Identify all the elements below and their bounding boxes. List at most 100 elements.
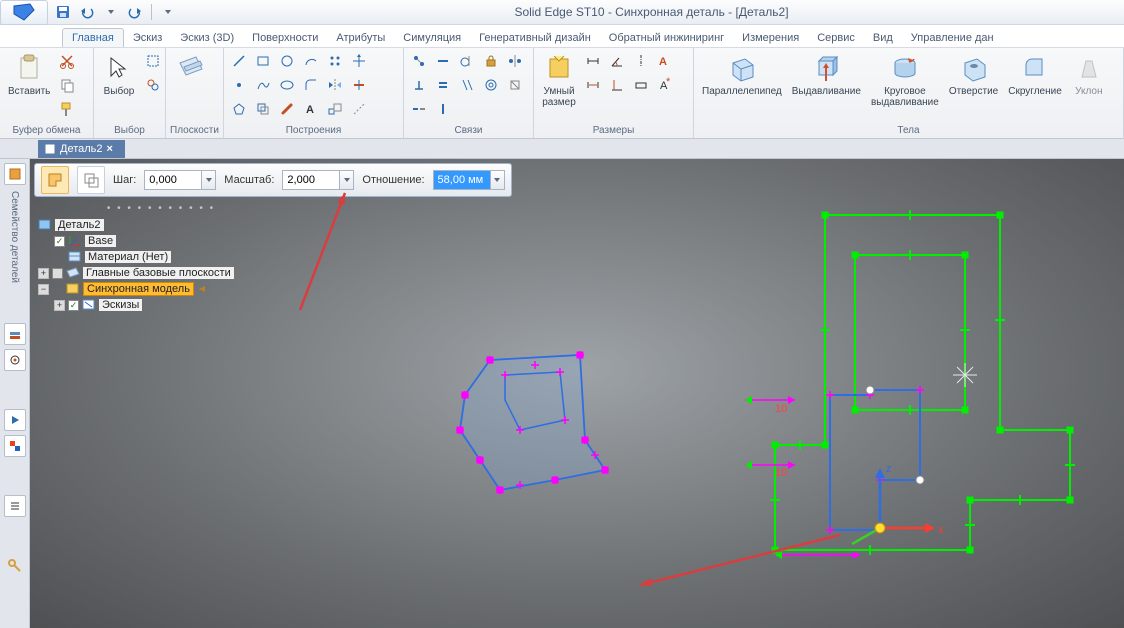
ribbon-tab[interactable]: Поверхности bbox=[243, 29, 327, 47]
revolve-button[interactable]: Круговое выдавливание bbox=[867, 50, 943, 110]
rel-connect-icon[interactable] bbox=[408, 50, 430, 72]
select-button[interactable]: Выбор bbox=[98, 50, 140, 99]
offset-icon[interactable] bbox=[252, 98, 274, 120]
arrow-left-icon bbox=[197, 284, 207, 294]
dim-attach-icon[interactable] bbox=[630, 74, 652, 96]
tree-planes[interactable]: + Главные базовые плоскости bbox=[36, 265, 286, 281]
document-tab[interactable]: Деталь2 × bbox=[38, 140, 125, 158]
rel-equal-icon[interactable] bbox=[432, 74, 454, 96]
copy-icon[interactable] bbox=[56, 74, 78, 96]
rel-lock-icon[interactable] bbox=[480, 50, 502, 72]
select-tool-icon[interactable] bbox=[142, 50, 164, 72]
undo-icon[interactable] bbox=[76, 2, 98, 22]
qat-customize-icon[interactable] bbox=[157, 2, 179, 22]
mirror-icon[interactable] bbox=[324, 74, 346, 96]
svg-text:*: * bbox=[666, 76, 671, 88]
ribbon-tab[interactable]: Эскиз (3D) bbox=[171, 29, 243, 47]
app-menu-button[interactable] bbox=[0, 0, 48, 25]
rel-vertical-icon[interactable] bbox=[432, 98, 454, 120]
ribbon-tab[interactable]: Главная bbox=[62, 28, 124, 47]
planes-button[interactable] bbox=[170, 50, 212, 86]
move-icon[interactable] bbox=[348, 50, 370, 72]
extrude-button[interactable]: Выдавливание bbox=[788, 50, 865, 99]
rect-icon[interactable] bbox=[252, 50, 274, 72]
ribbon-tab[interactable]: Сервис bbox=[808, 29, 864, 47]
cut-icon[interactable] bbox=[56, 50, 78, 72]
draft-button[interactable]: Уклон bbox=[1068, 50, 1110, 99]
rel-horiz-icon[interactable] bbox=[432, 50, 454, 72]
fillet-icon[interactable] bbox=[300, 74, 322, 96]
paste-button[interactable]: Вставить bbox=[4, 50, 54, 99]
ribbon-tab[interactable]: Генеративный дизайн bbox=[470, 29, 600, 47]
tree-sketches[interactable]: + ✓ Эскизы bbox=[36, 297, 286, 313]
expand-icon[interactable]: + bbox=[38, 268, 49, 279]
point-icon[interactable] bbox=[228, 74, 250, 96]
tree-base[interactable]: ✓ Base bbox=[36, 233, 286, 249]
collapse-icon[interactable]: − bbox=[38, 284, 49, 295]
dim-linear-icon[interactable] bbox=[582, 50, 604, 72]
save-icon[interactable] bbox=[52, 2, 74, 22]
circle-icon[interactable] bbox=[276, 50, 298, 72]
csys-icon bbox=[68, 235, 82, 247]
ratio-input[interactable] bbox=[433, 170, 491, 190]
sketch-options-bar: Шаг: Масштаб: Отношение: bbox=[34, 163, 512, 197]
spline-icon[interactable] bbox=[252, 74, 274, 96]
ribbon-tab[interactable]: Симуляция bbox=[394, 29, 470, 47]
step-dropdown[interactable] bbox=[202, 170, 216, 190]
select-filter-icon[interactable] bbox=[142, 74, 164, 96]
rel-collinear-icon[interactable] bbox=[408, 98, 430, 120]
ribbon-tab[interactable]: Атрибуты bbox=[327, 29, 394, 47]
smart-dimension-button[interactable]: Умный размер bbox=[538, 50, 580, 110]
expand-icon[interactable]: + bbox=[54, 300, 65, 311]
ribbon-tab[interactable]: Вид bbox=[864, 29, 902, 47]
scale-input[interactable] bbox=[282, 170, 340, 190]
trim-icon[interactable] bbox=[348, 74, 370, 96]
ribbon-tab[interactable]: Измерения bbox=[733, 29, 808, 47]
checkbox-icon[interactable]: ✓ bbox=[68, 300, 79, 311]
pattern-icon[interactable] bbox=[324, 50, 346, 72]
ratio-dropdown[interactable] bbox=[491, 170, 505, 190]
ellipse-icon[interactable] bbox=[276, 74, 298, 96]
undo-dropdown-icon[interactable] bbox=[100, 2, 122, 22]
rel-parallel-icon[interactable] bbox=[456, 74, 478, 96]
rel-perp-icon[interactable] bbox=[408, 74, 430, 96]
rel-concentric-icon[interactable] bbox=[480, 74, 502, 96]
format-painter-icon[interactable] bbox=[56, 98, 78, 120]
dim-char-icon[interactable]: A bbox=[654, 50, 676, 72]
ribbon-tab[interactable]: Управление дан bbox=[902, 29, 1003, 47]
tree-sync[interactable]: − Синхронная модель bbox=[36, 281, 286, 297]
ribbon-tab[interactable]: Эскиз bbox=[124, 29, 171, 47]
brush-icon[interactable] bbox=[276, 98, 298, 120]
option-region-icon[interactable] bbox=[41, 166, 69, 194]
construction-icon[interactable] bbox=[348, 98, 370, 120]
arc-icon[interactable] bbox=[300, 50, 322, 72]
tree-root[interactable]: Деталь2 bbox=[36, 217, 286, 233]
scale-dropdown[interactable] bbox=[340, 170, 354, 190]
svg-text:A: A bbox=[659, 56, 667, 68]
tree-material[interactable]: Материал (Нет) bbox=[36, 249, 286, 265]
box-button[interactable]: Параллелепипед bbox=[698, 50, 786, 99]
step-input[interactable] bbox=[144, 170, 202, 190]
redo-icon[interactable] bbox=[124, 2, 146, 22]
line-icon[interactable] bbox=[228, 50, 250, 72]
rel-symmetric-icon[interactable] bbox=[504, 50, 526, 72]
sync-icon bbox=[66, 283, 80, 295]
dim-auto-icon[interactable]: A* bbox=[654, 74, 676, 96]
svg-text:x: x bbox=[938, 524, 944, 536]
ribbon-tab[interactable]: Обратный инжиниринг bbox=[600, 29, 733, 47]
dim-between-icon[interactable] bbox=[582, 74, 604, 96]
checkbox-icon[interactable]: ✓ bbox=[54, 236, 65, 247]
rel-rigid-icon[interactable] bbox=[504, 74, 526, 96]
dim-angular-icon[interactable] bbox=[606, 50, 628, 72]
text-icon[interactable]: A bbox=[300, 98, 322, 120]
hole-button[interactable]: Отверстие bbox=[945, 50, 1002, 99]
dim-coord-icon[interactable] bbox=[606, 74, 628, 96]
round-button[interactable]: Скругление bbox=[1004, 50, 1066, 99]
polygon-icon[interactable] bbox=[228, 98, 250, 120]
rel-tangent-icon[interactable] bbox=[456, 50, 478, 72]
option-copy-icon[interactable] bbox=[77, 166, 105, 194]
dim-axis-icon[interactable] bbox=[630, 50, 652, 72]
scale-icon[interactable] bbox=[324, 98, 346, 120]
checkbox-icon[interactable] bbox=[52, 268, 63, 279]
close-tab-icon[interactable]: × bbox=[107, 143, 113, 155]
